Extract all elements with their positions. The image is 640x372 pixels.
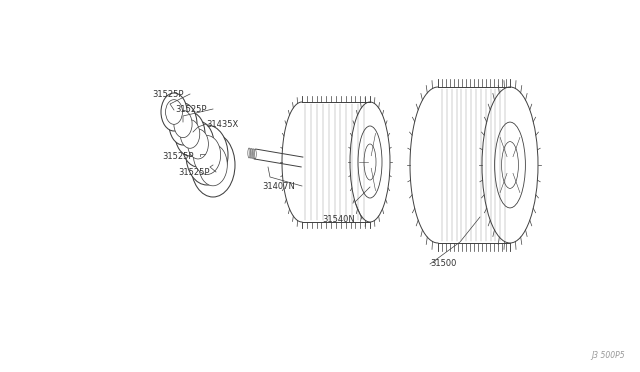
Text: 31525P: 31525P xyxy=(152,90,184,99)
Ellipse shape xyxy=(169,103,197,145)
Ellipse shape xyxy=(166,100,182,124)
Text: 31435X: 31435X xyxy=(206,119,238,128)
Text: 31407N: 31407N xyxy=(262,182,295,190)
Text: 31500: 31500 xyxy=(430,260,456,269)
Ellipse shape xyxy=(180,120,200,148)
Ellipse shape xyxy=(182,121,214,167)
Text: 31525P: 31525P xyxy=(175,105,207,113)
Ellipse shape xyxy=(175,112,205,156)
Text: 31525P: 31525P xyxy=(162,151,193,160)
Text: J3 500P5: J3 500P5 xyxy=(591,351,625,360)
Ellipse shape xyxy=(191,133,235,197)
Text: 31525P: 31525P xyxy=(178,167,209,176)
Text: 31540N: 31540N xyxy=(322,215,355,224)
Ellipse shape xyxy=(193,135,221,174)
Ellipse shape xyxy=(161,93,187,131)
Ellipse shape xyxy=(198,144,227,186)
Ellipse shape xyxy=(174,110,192,138)
FancyBboxPatch shape xyxy=(302,94,390,230)
Ellipse shape xyxy=(188,129,209,159)
FancyBboxPatch shape xyxy=(438,87,510,243)
Ellipse shape xyxy=(186,125,228,185)
